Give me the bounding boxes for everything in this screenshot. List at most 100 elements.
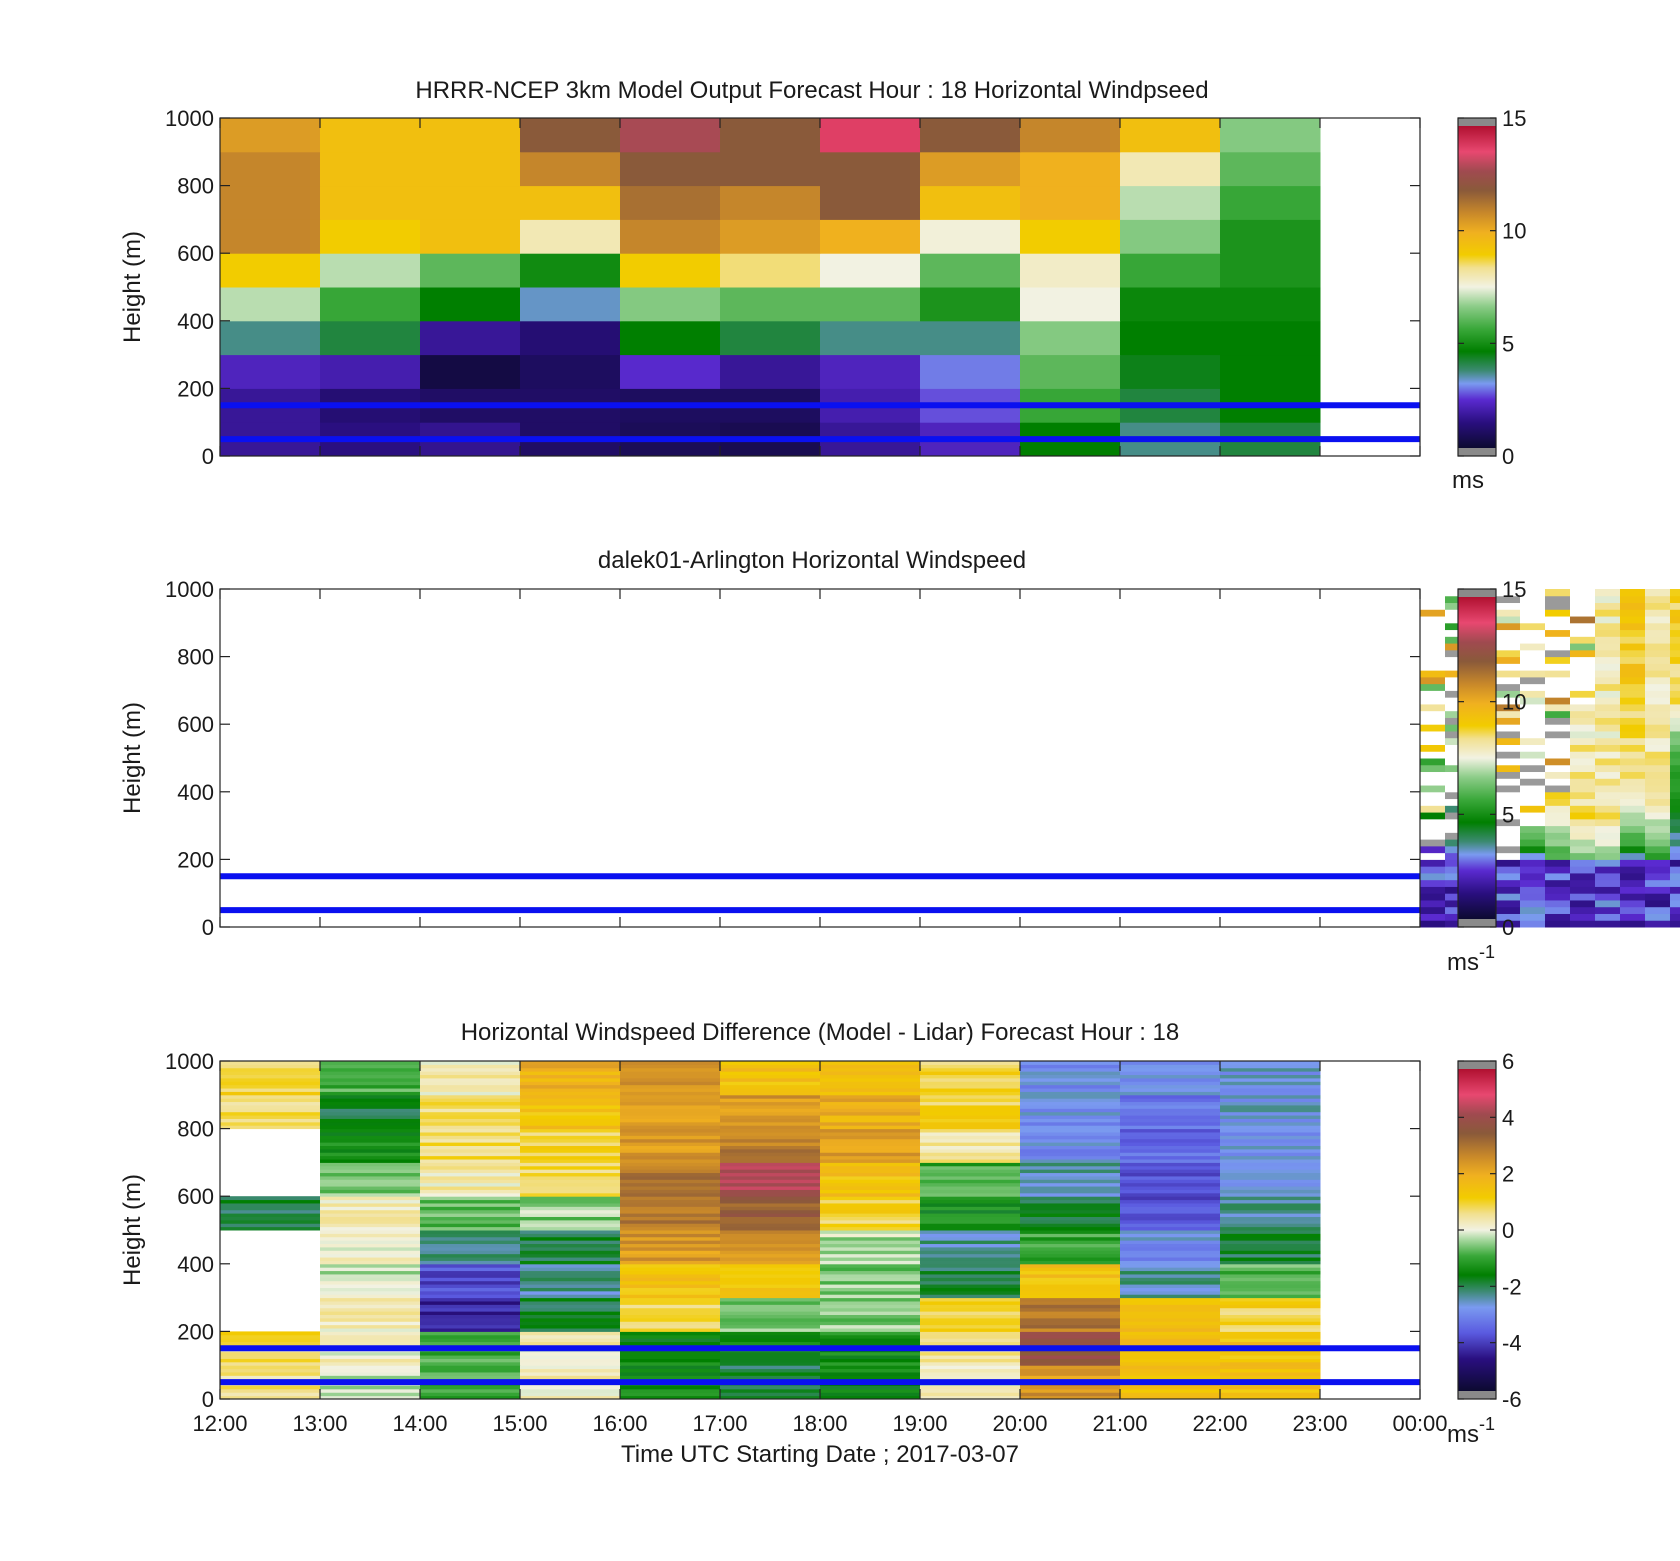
heatmap-cell: [820, 1064, 921, 1069]
heatmap-cell: [1645, 744, 1671, 752]
heatmap-cell: [420, 1338, 521, 1343]
heatmap-cell: [1670, 906, 1680, 914]
heatmap-cell: [320, 1328, 421, 1332]
heatmap-cell: [1220, 1324, 1321, 1329]
heatmap-cell: [1520, 649, 1546, 658]
heatmap-cell: [820, 1334, 921, 1339]
heatmap-cell: [1120, 1216, 1221, 1221]
heatmap-cell: [720, 1290, 821, 1295]
heatmap-cell: [320, 1135, 421, 1140]
heatmap-cell: [1020, 320, 1121, 356]
heatmap-cell: [620, 1142, 721, 1146]
heatmap-cell: [1545, 663, 1571, 671]
heatmap-cell: [1220, 1236, 1321, 1241]
heatmap-cell: [1020, 1351, 1121, 1356]
heatmap-cell: [1120, 1317, 1221, 1322]
heatmap-cell: [1420, 643, 1446, 651]
heatmap-cell: [420, 1317, 521, 1322]
panel-lidar-title: dalek01-Arlington Horizontal Windspeed: [598, 547, 1026, 574]
heatmap-cell: [620, 118, 721, 153]
x-tick-label: 21:00: [1092, 1411, 1147, 1436]
heatmap-cell: [1570, 676, 1596, 685]
heatmap-cell: [1120, 1064, 1221, 1069]
heatmap-cell: [620, 1263, 721, 1268]
heatmap-cell: [520, 1111, 621, 1116]
heatmap-cell: [520, 1233, 621, 1238]
heatmap-cell: [220, 253, 321, 288]
heatmap-cell: [520, 1392, 621, 1397]
heatmap-cell: [920, 1388, 1021, 1393]
heatmap-cell: [1645, 886, 1671, 894]
heatmap-cell: [820, 320, 921, 356]
heatmap-cell: [1645, 791, 1671, 800]
heatmap-cell: [1545, 825, 1571, 833]
heatmap-cell: [1520, 845, 1546, 854]
heatmap-cell: [420, 1118, 521, 1123]
heatmap-cell: [1220, 1196, 1321, 1201]
heatmap-cell: [1220, 1111, 1321, 1116]
heatmap-cell: [1570, 670, 1596, 678]
heatmap-cell: [1670, 866, 1680, 874]
heatmap-cell: [1420, 758, 1446, 766]
heatmap-cell: [720, 1172, 821, 1177]
x-tick-label: 13:00: [292, 1411, 347, 1436]
heatmap-cell: [220, 1358, 321, 1363]
heatmap-cell: [1495, 852, 1521, 860]
heatmap-cell: [420, 1128, 521, 1133]
heatmap-cell: [1570, 785, 1596, 793]
heatmap-cell: [520, 1388, 621, 1393]
heatmap-cell: [820, 1223, 921, 1228]
heatmap-cell: [720, 1165, 821, 1170]
heatmap-cell: [420, 1098, 521, 1103]
heatmap-cell: [1620, 812, 1646, 820]
heatmap-cell: [1120, 1196, 1221, 1201]
heatmap-cell: [820, 1226, 921, 1231]
heatmap-cell: [620, 1375, 721, 1380]
heatmap-cell: [1120, 1186, 1221, 1190]
heatmap-cell: [1620, 697, 1646, 705]
heatmap-cell: [620, 1074, 721, 1079]
heatmap-cell: [420, 1192, 521, 1197]
heatmap-cell: [720, 1175, 821, 1180]
heatmap-cell: [1620, 744, 1646, 752]
heatmap-cell: [220, 1375, 321, 1380]
heatmap-cell: [1020, 1155, 1121, 1160]
heatmap-cell: [520, 1317, 621, 1322]
heatmap-cell: [520, 1182, 621, 1187]
heatmap-cell: [1570, 791, 1596, 800]
heatmap-cell: [720, 1084, 821, 1089]
heatmap-cell: [720, 185, 821, 220]
heatmap-cell: [1645, 602, 1671, 610]
heatmap-cell: [820, 1361, 921, 1366]
heatmap-cell: [920, 1098, 1021, 1103]
heatmap-cell: [1645, 825, 1671, 833]
heatmap-cell: [820, 1145, 921, 1150]
heatmap-cell: [1545, 744, 1571, 752]
heatmap-cell: [520, 1395, 621, 1400]
heatmap-cell: [620, 219, 721, 254]
heatmap-cell: [1595, 683, 1621, 691]
heatmap-cell: [420, 1067, 521, 1072]
heatmap-cell: [220, 1334, 321, 1339]
y-tick-label: 1000: [165, 577, 214, 602]
heatmap-cell: [1595, 751, 1621, 759]
heatmap-cell: [720, 118, 821, 153]
heatmap-cell: [1220, 1061, 1321, 1065]
heatmap-cell: [520, 1358, 621, 1363]
heatmap-cell: [1495, 866, 1521, 874]
heatmap-cell: [320, 1088, 421, 1092]
heatmap-cell: [320, 1108, 421, 1113]
heatmap-cell: [320, 1355, 421, 1359]
heatmap-cell: [920, 1300, 1021, 1305]
heatmap-cell: [1645, 683, 1671, 691]
heatmap-cell: [1420, 690, 1446, 698]
heatmap-cell: [820, 1219, 921, 1224]
colorbar-over-cap: [1458, 589, 1496, 597]
heatmap-cell: [820, 1307, 921, 1312]
heatmap-cell: [220, 1118, 321, 1123]
heatmap-cell: [1645, 670, 1671, 678]
heatmap-cell: [620, 1294, 721, 1299]
heatmap-cell: [420, 1277, 521, 1282]
heatmap-cell: [1220, 1300, 1321, 1305]
heatmap-cell: [1620, 832, 1646, 840]
